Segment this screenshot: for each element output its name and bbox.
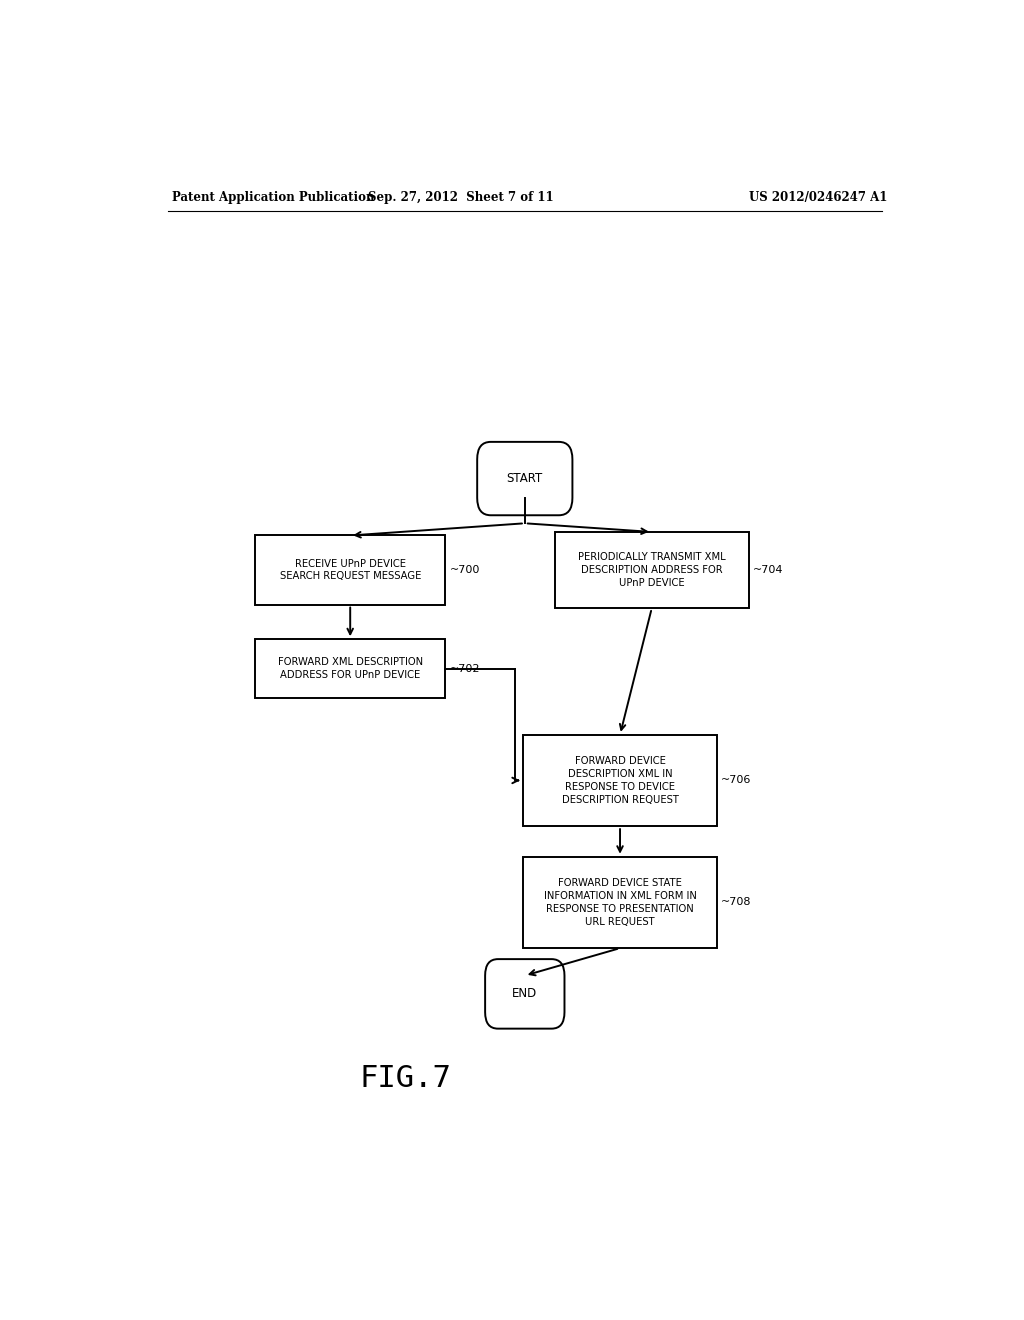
Text: FORWARD XML DESCRIPTION
ADDRESS FOR UPnP DEVICE: FORWARD XML DESCRIPTION ADDRESS FOR UPnP… xyxy=(278,657,423,680)
Text: US 2012/0246247 A1: US 2012/0246247 A1 xyxy=(750,190,888,203)
Bar xyxy=(523,735,717,826)
Bar xyxy=(523,857,717,948)
Text: ~708: ~708 xyxy=(721,898,752,907)
Text: Sep. 27, 2012  Sheet 7 of 11: Sep. 27, 2012 Sheet 7 of 11 xyxy=(369,190,554,203)
FancyBboxPatch shape xyxy=(485,960,564,1028)
Text: FORWARD DEVICE STATE
INFORMATION IN XML FORM IN
RESPONSE TO PRESENTATION
URL REQ: FORWARD DEVICE STATE INFORMATION IN XML … xyxy=(544,878,696,927)
Bar xyxy=(255,536,445,605)
Text: END: END xyxy=(512,987,538,1001)
Text: ~706: ~706 xyxy=(721,775,752,785)
Text: ~700: ~700 xyxy=(450,565,480,576)
Text: RECEIVE UPnP DEVICE
SEARCH REQUEST MESSAGE: RECEIVE UPnP DEVICE SEARCH REQUEST MESSA… xyxy=(280,558,421,581)
FancyBboxPatch shape xyxy=(477,442,572,515)
Bar xyxy=(255,639,445,698)
Text: ~704: ~704 xyxy=(753,565,783,576)
Text: FORWARD DEVICE
DESCRIPTION XML IN
RESPONSE TO DEVICE
DESCRIPTION REQUEST: FORWARD DEVICE DESCRIPTION XML IN RESPON… xyxy=(561,756,679,805)
Text: ~702: ~702 xyxy=(450,664,480,673)
Text: START: START xyxy=(507,473,543,484)
Bar xyxy=(555,532,749,609)
Text: Patent Application Publication: Patent Application Publication xyxy=(172,190,374,203)
Text: FIG.7: FIG.7 xyxy=(359,1064,452,1093)
Text: PERIODICALLY TRANSMIT XML
DESCRIPTION ADDRESS FOR
UPnP DEVICE: PERIODICALLY TRANSMIT XML DESCRIPTION AD… xyxy=(578,552,726,587)
